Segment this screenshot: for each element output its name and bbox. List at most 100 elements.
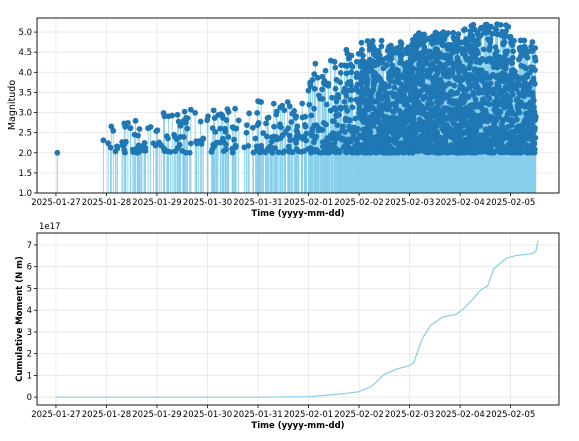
magnitude-point: [187, 106, 194, 113]
magnitude-point: [119, 142, 126, 149]
magnitude-point: [294, 129, 301, 136]
magnitude-point: [342, 104, 349, 111]
magnitude-point: [314, 74, 321, 81]
magnitude-point: [241, 144, 248, 151]
magnitude-point: [273, 111, 280, 118]
magnitude-point: [529, 39, 536, 45]
magnitude-point: [177, 122, 184, 129]
magnitude-point: [415, 104, 421, 111]
magnitude-point: [446, 113, 452, 120]
magnitude-point: [378, 43, 385, 50]
magnitude-point: [494, 141, 501, 147]
magnitude-point: [287, 137, 294, 144]
magnitude-point: [243, 129, 250, 136]
magnitude-point: [232, 105, 239, 112]
magnitude-point: [308, 145, 314, 151]
magnitude-point: [490, 71, 496, 78]
magnitude-point: [486, 44, 493, 50]
magnitude-point: [256, 145, 262, 151]
magnitude-point: [500, 93, 507, 100]
magnitude-point: [485, 36, 491, 43]
magnitude-point: [345, 116, 352, 123]
magnitude-point: [388, 136, 394, 143]
magnitude-point: [433, 106, 439, 113]
magnitude-point: [439, 135, 446, 142]
magnitude-point: [357, 112, 363, 119]
magnitude-point: [478, 67, 485, 74]
magnitude-point: [414, 145, 421, 152]
magnitude-point: [509, 54, 516, 61]
magnitude-point: [387, 78, 394, 84]
magnitude-point: [411, 134, 418, 140]
magnitude-point: [392, 139, 398, 146]
magnitude-point: [356, 145, 363, 152]
magnitude-point: [482, 21, 489, 28]
magnitude-point: [255, 119, 262, 126]
magnitude-point: [371, 75, 378, 82]
magnitude-point: [154, 127, 161, 134]
magnitude-point: [509, 60, 515, 67]
magnitude-point: [337, 69, 344, 76]
magnitude-point: [179, 148, 186, 154]
magnitude-point: [375, 125, 382, 132]
magnitude-point: [449, 128, 456, 135]
magnitude-point: [383, 114, 390, 120]
magnitude-point: [461, 91, 467, 98]
magnitude-point: [459, 50, 466, 57]
magnitude-point: [341, 98, 348, 105]
magnitude-point: [348, 69, 355, 76]
magnitude-point: [477, 25, 484, 32]
magnitude-point: [500, 64, 507, 71]
magnitude-point: [291, 107, 298, 114]
magnitude-point: [349, 104, 356, 111]
magnitude-point: [449, 134, 455, 141]
magnitude-point: [457, 78, 464, 85]
magnitude-point: [312, 60, 319, 67]
magnitude-point: [397, 44, 404, 51]
magnitude-point: [471, 149, 478, 156]
magnitude-point: [134, 145, 141, 152]
magnitude-point: [469, 102, 476, 109]
magnitude-point: [434, 97, 441, 104]
magnitude-point: [292, 114, 299, 121]
magnitude-point: [532, 67, 538, 73]
magnitude-point: [500, 39, 507, 46]
magnitude-point: [497, 31, 504, 38]
magnitude-point: [374, 98, 381, 105]
magnitude-point: [418, 67, 425, 74]
magnitude-point: [136, 126, 143, 132]
magnitude-point: [452, 113, 459, 120]
magnitude-point: [448, 88, 455, 95]
magnitude-point: [372, 59, 379, 66]
magnitude-point: [356, 101, 363, 108]
magnitude-point: [293, 139, 299, 146]
magnitude-point: [272, 136, 279, 143]
magnitude-point: [502, 32, 509, 39]
magnitude-point: [446, 108, 453, 115]
magnitude-point: [294, 123, 301, 130]
magnitude-point: [360, 61, 367, 68]
magnitude-point: [389, 124, 396, 131]
magnitude-point: [225, 109, 232, 115]
magnitude-point: [501, 147, 508, 154]
magnitude-point: [205, 113, 211, 120]
magnitude-point: [311, 71, 318, 78]
magnitude-point: [479, 111, 486, 118]
magnitude-point: [461, 113, 468, 120]
magnitude-point: [323, 101, 330, 108]
magnitude-point: [477, 32, 484, 39]
magnitude-point: [463, 105, 470, 111]
magnitude-point: [506, 97, 513, 104]
magnitude-point: [107, 144, 114, 151]
magnitude-point: [512, 68, 518, 75]
magnitude-point: [466, 46, 473, 53]
magnitude-point: [457, 83, 464, 90]
magnitude-point: [441, 113, 447, 120]
magnitude-point: [421, 84, 428, 91]
magnitude-point: [309, 77, 316, 83]
magnitude-point: [493, 48, 500, 55]
magnitude-point: [317, 95, 323, 102]
magnitude-point: [422, 136, 429, 142]
magnitude-point: [388, 118, 395, 125]
